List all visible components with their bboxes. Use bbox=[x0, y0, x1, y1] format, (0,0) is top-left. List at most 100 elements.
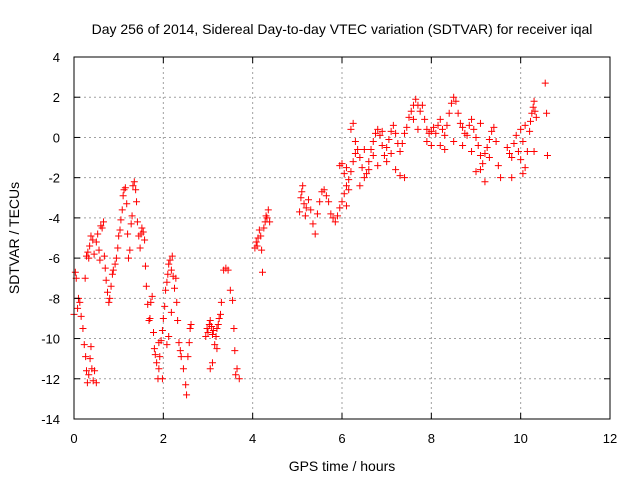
x-tick-label: 2 bbox=[160, 431, 167, 446]
data-point bbox=[494, 162, 502, 170]
data-point bbox=[376, 131, 384, 139]
data-point bbox=[209, 327, 217, 335]
data-point bbox=[204, 329, 212, 337]
data-point bbox=[434, 121, 442, 129]
data-point bbox=[378, 127, 386, 135]
data-point bbox=[124, 230, 132, 238]
data-point bbox=[158, 375, 166, 383]
data-point bbox=[168, 252, 176, 260]
data-point bbox=[526, 127, 534, 135]
data-point bbox=[369, 152, 377, 160]
data-point bbox=[472, 168, 480, 176]
data-point bbox=[133, 198, 141, 206]
data-point bbox=[229, 296, 237, 304]
data-point bbox=[114, 244, 122, 252]
data-point bbox=[176, 347, 184, 355]
data-point bbox=[474, 141, 482, 149]
data-point bbox=[76, 298, 84, 306]
data-point bbox=[141, 262, 149, 270]
data-point bbox=[232, 371, 240, 379]
data-point bbox=[164, 270, 172, 278]
data-point bbox=[85, 371, 93, 379]
data-point bbox=[296, 208, 304, 216]
data-point bbox=[514, 148, 522, 156]
data-point bbox=[98, 224, 106, 232]
y-tick-label: 0 bbox=[53, 130, 60, 145]
x-tick-label: 6 bbox=[338, 431, 345, 446]
data-point bbox=[104, 288, 111, 296]
data-point bbox=[302, 204, 310, 212]
data-point bbox=[108, 270, 116, 278]
data-point bbox=[543, 152, 551, 160]
data-point bbox=[519, 137, 527, 145]
data-point bbox=[349, 119, 357, 127]
data-point bbox=[235, 375, 243, 383]
data-point bbox=[89, 236, 97, 244]
data-point bbox=[96, 256, 104, 264]
data-point bbox=[186, 325, 194, 332]
data-point bbox=[441, 146, 449, 154]
data-point bbox=[155, 365, 163, 373]
data-point bbox=[479, 160, 487, 168]
data-point bbox=[77, 312, 85, 320]
data-point bbox=[488, 127, 496, 135]
data-point bbox=[100, 252, 108, 260]
data-point bbox=[130, 178, 138, 186]
data-point bbox=[510, 139, 518, 147]
data-point bbox=[95, 246, 103, 254]
data-point bbox=[179, 365, 187, 373]
data-point bbox=[423, 125, 431, 133]
data-points bbox=[70, 79, 551, 399]
data-point bbox=[476, 152, 484, 160]
data-point bbox=[233, 365, 241, 373]
data-point bbox=[418, 101, 426, 109]
data-point bbox=[396, 172, 404, 180]
data-point bbox=[92, 379, 100, 387]
data-point bbox=[252, 238, 260, 246]
data-point bbox=[531, 107, 539, 115]
data-point bbox=[305, 196, 312, 204]
data-point bbox=[483, 144, 491, 151]
data-point bbox=[506, 150, 513, 158]
data-point bbox=[202, 333, 210, 341]
data-point bbox=[468, 115, 476, 123]
data-point bbox=[423, 137, 431, 145]
data-point bbox=[230, 325, 238, 332]
data-point bbox=[336, 204, 344, 212]
data-point bbox=[336, 162, 344, 170]
y-axis-label: SDTVAR / TECUs bbox=[6, 182, 22, 294]
data-point bbox=[74, 304, 82, 312]
data-point bbox=[347, 168, 355, 176]
data-point bbox=[439, 125, 446, 133]
data-point bbox=[452, 97, 460, 105]
data-point bbox=[139, 228, 147, 236]
data-point bbox=[427, 127, 435, 135]
data-point bbox=[307, 206, 315, 214]
data-point bbox=[407, 107, 415, 115]
data-point bbox=[167, 308, 175, 316]
x-tick-labels: 0 2 4 6 8 10 12 bbox=[70, 431, 617, 446]
data-point bbox=[165, 333, 173, 341]
data-point bbox=[481, 150, 489, 158]
data-point bbox=[450, 137, 458, 145]
data-point bbox=[99, 218, 107, 226]
data-point bbox=[327, 210, 335, 218]
data-point bbox=[340, 190, 348, 198]
data-point bbox=[378, 141, 386, 149]
data-point bbox=[508, 174, 516, 182]
data-point bbox=[414, 125, 422, 133]
data-point bbox=[430, 123, 438, 131]
data-point bbox=[255, 226, 263, 234]
data-point bbox=[485, 135, 493, 143]
data-point bbox=[325, 198, 333, 206]
data-point bbox=[421, 115, 429, 123]
data-point bbox=[401, 129, 409, 137]
data-point bbox=[208, 322, 216, 330]
data-point bbox=[412, 95, 420, 103]
data-point bbox=[447, 99, 455, 107]
data-point bbox=[369, 137, 377, 145]
data-point bbox=[459, 141, 467, 149]
data-point bbox=[367, 146, 375, 154]
data-point bbox=[147, 298, 155, 306]
data-point bbox=[150, 345, 158, 353]
